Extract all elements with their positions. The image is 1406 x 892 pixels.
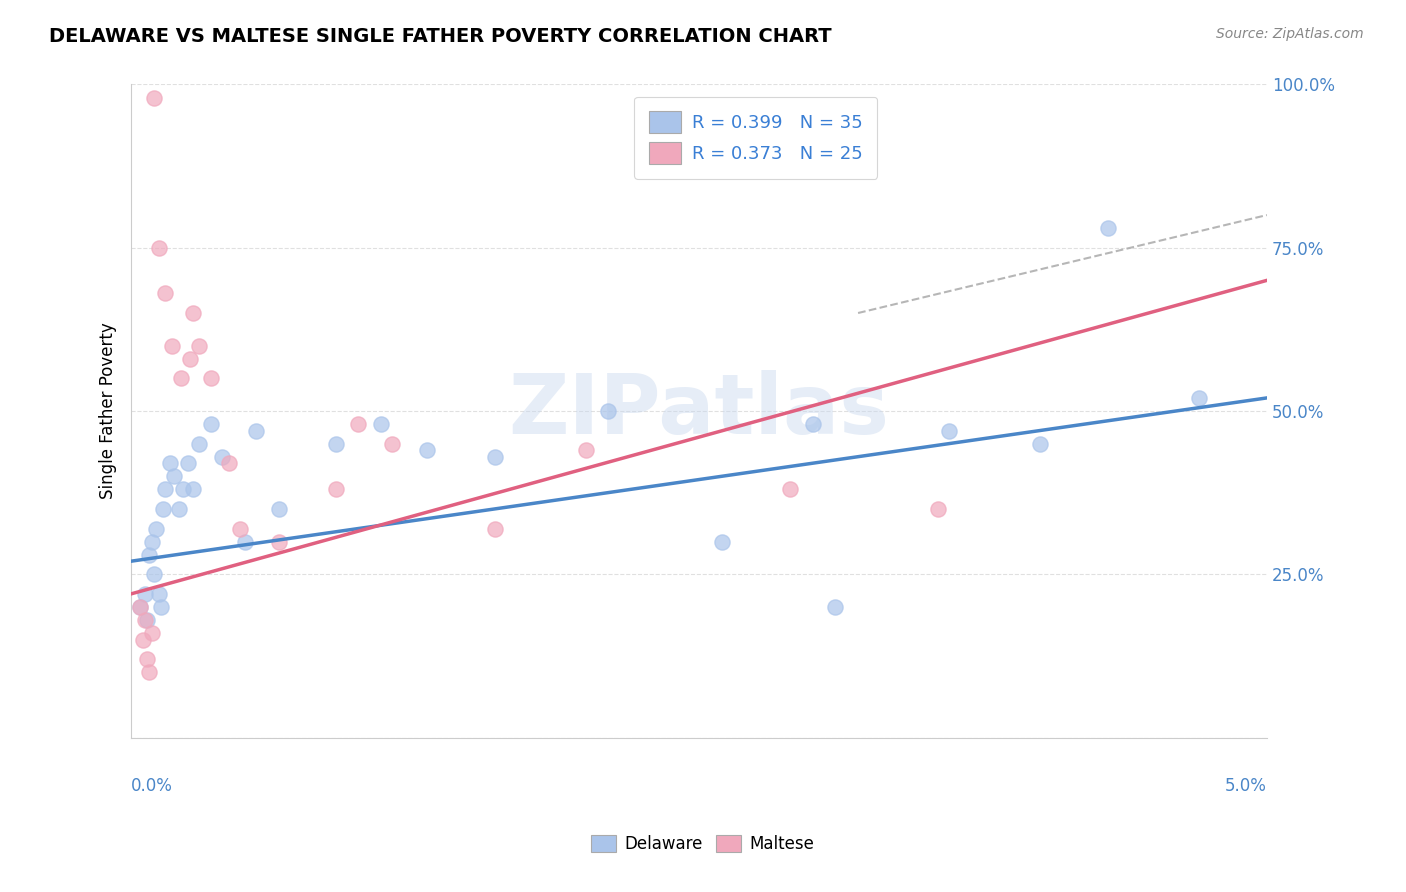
Point (267, 502, 290, 516)
Point (170, 371, 193, 385)
Point (129, 599, 152, 614)
Point (325, 436, 347, 450)
Point (177, 456, 200, 470)
Point (134, 587, 156, 601)
Text: Source: ZipAtlas.com: Source: ZipAtlas.com (1216, 27, 1364, 41)
Text: DELAWARE VS MALTESE SINGLE FATHER POVERTY CORRELATION CHART: DELAWARE VS MALTESE SINGLE FATHER POVERT… (49, 27, 832, 45)
Point (824, 599, 846, 614)
Point (152, 502, 174, 516)
Point (155, 286, 177, 301)
Point (141, 534, 163, 549)
Point (138, 548, 160, 562)
Point (159, 456, 181, 470)
Text: 5.0%: 5.0% (1225, 777, 1267, 795)
Y-axis label: Single Father Poverty: Single Father Poverty (100, 323, 117, 500)
Point (1188, 391, 1211, 405)
Legend: Delaware, Maltese: Delaware, Maltese (583, 827, 823, 862)
Point (325, 483, 347, 497)
Point (136, 652, 159, 666)
Point (347, 417, 370, 431)
Point (181, 483, 204, 497)
Point (801, 417, 824, 431)
Point (173, 483, 195, 497)
Point (200, 417, 222, 431)
Point (218, 456, 240, 470)
Point (233, 534, 256, 549)
Point (200, 371, 222, 385)
Text: ZIPatlas: ZIPatlas (509, 370, 890, 451)
Point (415, 443, 437, 458)
Point (145, 522, 167, 536)
Point (370, 417, 392, 431)
Point (574, 443, 596, 458)
Point (188, 339, 211, 353)
Point (148, 587, 170, 601)
Point (1029, 436, 1052, 450)
Point (938, 424, 960, 438)
Point (381, 436, 404, 450)
Text: 0.0%: 0.0% (131, 777, 173, 795)
Point (138, 665, 160, 680)
Point (245, 424, 267, 438)
Point (149, 599, 172, 614)
Point (155, 483, 177, 497)
Point (131, 632, 153, 647)
Point (484, 450, 506, 464)
Point (181, 306, 204, 320)
Point (598, 404, 620, 418)
Point (143, 567, 166, 582)
Point (141, 626, 163, 640)
Point (484, 522, 506, 536)
Point (163, 469, 186, 483)
Legend: R = 0.399   N = 35, R = 0.373   N = 25: R = 0.399 N = 35, R = 0.373 N = 25 (634, 96, 877, 178)
Point (136, 613, 159, 627)
Point (129, 599, 152, 614)
Point (267, 534, 290, 549)
Point (710, 534, 733, 549)
Point (167, 502, 190, 516)
Point (179, 351, 201, 366)
Point (148, 241, 170, 255)
Point (229, 522, 252, 536)
Point (927, 502, 949, 516)
Point (779, 483, 801, 497)
Point (188, 436, 211, 450)
Point (134, 613, 156, 627)
Point (1097, 221, 1119, 235)
Point (211, 450, 233, 464)
Point (160, 339, 183, 353)
Point (143, 90, 166, 104)
